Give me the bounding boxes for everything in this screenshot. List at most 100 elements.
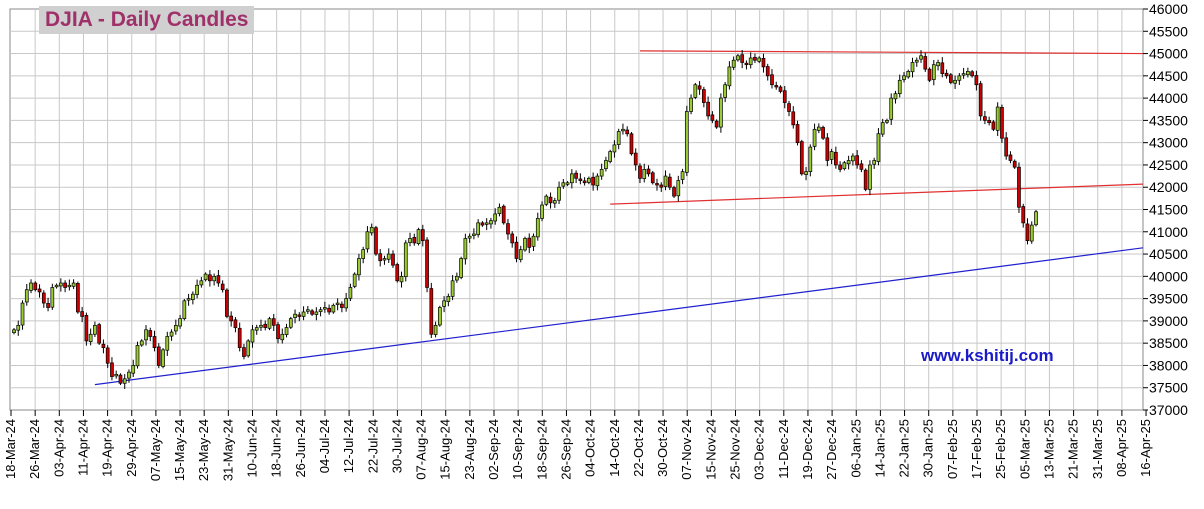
candle-body-up <box>523 238 527 251</box>
candle <box>246 339 251 358</box>
candle-body-down <box>1017 166 1021 208</box>
candle-body-up <box>203 273 208 281</box>
candle <box>442 296 446 313</box>
candle-body-down <box>667 176 672 188</box>
chart-title: DJIA - Daily Candles <box>39 6 255 34</box>
candle-body-up <box>29 282 33 291</box>
candle <box>574 170 578 184</box>
candle-body-down <box>84 315 89 342</box>
candle <box>659 182 664 192</box>
candle <box>808 144 813 177</box>
candle-body-up <box>12 329 16 334</box>
candle-body-up <box>561 182 566 187</box>
candle <box>182 299 187 321</box>
candle-body-up <box>267 318 272 329</box>
candle-body-up <box>587 177 591 183</box>
candle <box>880 118 885 137</box>
candle-body-up <box>680 171 685 180</box>
candle-body-down <box>978 83 983 117</box>
x-tick-label: 04-Oct-24 <box>583 419 598 477</box>
candle <box>220 280 225 293</box>
y-tick-label: 45500 <box>1149 23 1188 39</box>
candle <box>101 339 106 354</box>
candle-body-up <box>127 371 131 379</box>
candle-body-down <box>548 196 553 204</box>
candle-body-up <box>642 169 647 180</box>
candle-body-up <box>399 275 404 283</box>
candle-body-down <box>216 275 221 284</box>
candle-body-up <box>305 309 310 312</box>
x-tick-label: 21-Mar-25 <box>1066 419 1081 479</box>
candle-body-up <box>599 169 604 177</box>
candle-body-down <box>591 176 595 186</box>
candle-body-down <box>276 324 280 340</box>
candle-body-down <box>863 169 868 190</box>
candle <box>1008 151 1013 164</box>
candle <box>616 128 621 150</box>
candle-body-up <box>897 79 902 95</box>
candle <box>727 61 732 90</box>
y-tick-label: 39000 <box>1149 313 1188 329</box>
candle-body-up <box>199 280 204 286</box>
candle <box>906 69 911 79</box>
candle-body-up <box>842 162 847 170</box>
candle <box>208 270 212 287</box>
candle-body-up <box>557 186 561 201</box>
candle <box>774 81 779 90</box>
candle-body-up <box>493 213 498 222</box>
candle <box>152 330 157 352</box>
candle-body-up <box>612 144 617 153</box>
candle <box>446 293 451 307</box>
candle-body-up <box>50 287 55 308</box>
candle <box>135 341 140 369</box>
candle <box>514 236 519 263</box>
candle <box>357 253 361 281</box>
candle <box>33 281 38 292</box>
candle-body-down <box>233 319 238 328</box>
candle <box>834 146 838 169</box>
candle-body-up <box>889 97 894 120</box>
x-tick-label: 18-Jun-24 <box>269 419 284 478</box>
candle <box>1034 209 1038 227</box>
candle-body-down <box>1012 160 1017 168</box>
candle-body-down <box>263 323 268 328</box>
candle-body-up <box>885 120 889 123</box>
candle <box>233 317 238 333</box>
candle <box>178 314 182 329</box>
candle <box>804 166 808 181</box>
candle <box>131 359 136 377</box>
candle-body-up <box>484 222 489 225</box>
candle-body-up <box>953 79 957 84</box>
candle <box>1012 159 1017 169</box>
candle <box>714 119 719 129</box>
candle <box>638 163 642 184</box>
candle <box>237 322 242 352</box>
candle <box>352 272 357 289</box>
candle <box>41 290 46 308</box>
candle <box>523 236 527 252</box>
axes: 37000 37500 38000 38500 39000 39500 40000 40500… <box>3 1 1188 481</box>
candle <box>676 175 681 202</box>
candle <box>927 67 932 83</box>
candle <box>744 60 749 70</box>
candle <box>565 180 570 187</box>
candle <box>948 72 953 85</box>
candle <box>71 279 76 290</box>
candle-body-down <box>991 121 996 130</box>
candle <box>914 57 919 67</box>
candle <box>382 255 387 265</box>
candle-body-up <box>165 336 170 351</box>
candle-body-down <box>940 62 945 74</box>
candle <box>825 133 830 167</box>
candle <box>689 94 693 115</box>
candle <box>403 240 408 282</box>
candle <box>944 69 949 79</box>
candle <box>318 306 323 317</box>
candle-body-up <box>723 84 727 98</box>
candle-body-down <box>650 172 655 184</box>
candle <box>80 306 84 323</box>
y-tick-label: 37500 <box>1149 380 1188 396</box>
candle-body-up <box>957 75 962 81</box>
candle-body-up <box>293 313 297 318</box>
candle-body-up <box>552 200 557 204</box>
